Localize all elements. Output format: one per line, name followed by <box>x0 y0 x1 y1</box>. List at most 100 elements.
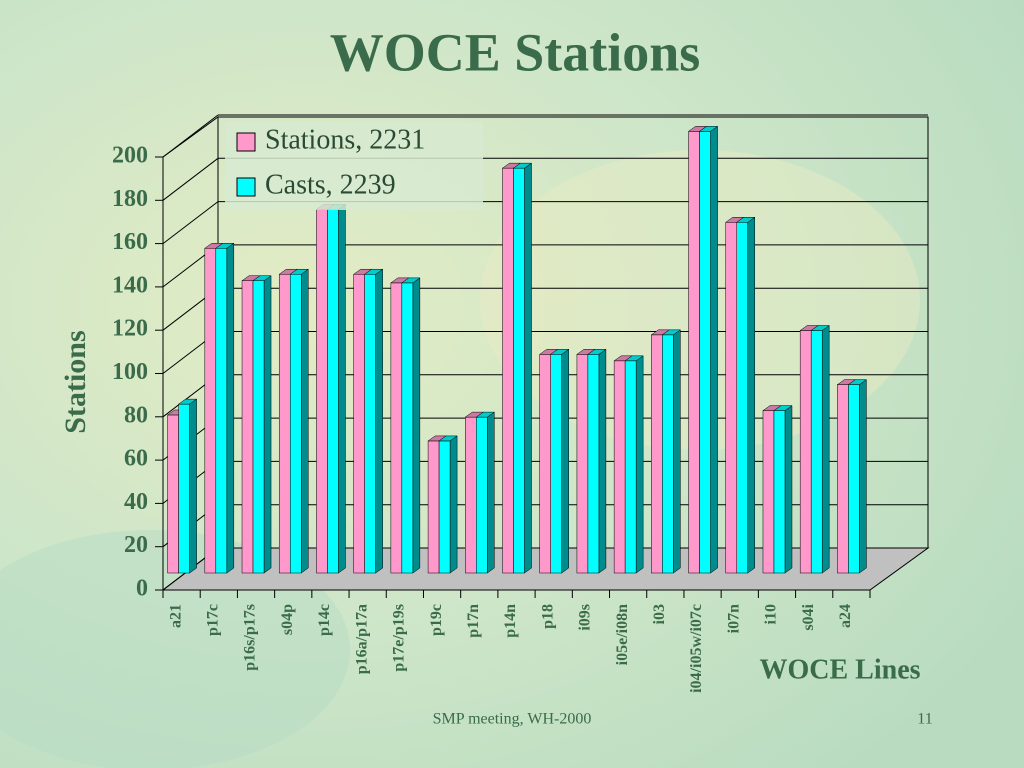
bar-front <box>513 167 525 574</box>
grid-line <box>162 157 219 201</box>
bar-side-shade <box>636 355 644 573</box>
bar-side-shade <box>189 399 197 573</box>
x-axis-label: WOCE Lines <box>759 654 920 685</box>
bar-top-shade <box>279 269 298 275</box>
bar <box>326 203 347 574</box>
bar-front <box>699 131 711 574</box>
bar-front <box>289 273 302 574</box>
bar-top-shade <box>253 275 272 281</box>
bar-top-shade <box>178 399 197 405</box>
bar-top <box>177 398 198 405</box>
bar-front <box>353 273 365 574</box>
footer: SMP meeting, WH-2000 <box>433 711 592 728</box>
bar <box>363 268 384 574</box>
bar-top-shade <box>762 405 781 411</box>
bar-top-shade <box>625 355 644 361</box>
bar-side-shade <box>412 277 420 573</box>
bar-top <box>624 355 644 362</box>
x-tick-label: p19c <box>428 604 445 636</box>
bar <box>252 275 272 574</box>
bar-top-shade <box>215 243 234 249</box>
bar-side-shade <box>375 269 383 573</box>
bar-top-shade <box>651 329 670 335</box>
bar-top-shade <box>736 217 755 223</box>
bar <box>512 162 533 574</box>
x-tick-label: p16a/p17a <box>353 604 370 674</box>
legend-swatch <box>236 177 256 197</box>
bar-side-shade <box>524 163 532 573</box>
bar-top-shade <box>364 269 383 275</box>
bar <box>587 348 607 574</box>
bar-side-shade <box>784 405 792 573</box>
bar-front <box>215 248 228 574</box>
bar-side-shade <box>710 126 718 573</box>
y-tick-label: 60 <box>124 446 148 472</box>
y-tick-label: 200 <box>112 143 148 169</box>
bar-top <box>289 268 310 275</box>
bar-front <box>736 222 749 574</box>
bar-top <box>215 243 235 249</box>
y-tick-label: 40 <box>124 489 148 515</box>
bar-top-shade <box>576 349 595 355</box>
x-tick-label: s04p <box>279 604 296 635</box>
bar-top <box>401 277 421 284</box>
bar <box>847 379 868 574</box>
bar-top-shade <box>614 355 633 361</box>
bar-front <box>401 282 414 574</box>
bar-side-shade <box>673 329 681 573</box>
bar-front <box>316 209 328 574</box>
bar-top <box>773 405 793 411</box>
y-tick-label: 0 <box>136 576 148 602</box>
bar-top-shade <box>837 379 856 385</box>
y-tick-label: 100 <box>112 359 148 385</box>
bar <box>177 398 198 574</box>
bar-front <box>662 334 674 574</box>
x-tick-label: i04/i05w/i07c <box>688 604 705 693</box>
bar-top-shade <box>773 405 792 411</box>
y-tick-label: 140 <box>112 272 148 298</box>
x-tick-label: a21 <box>167 604 184 628</box>
bar <box>661 329 682 574</box>
bar-top-shade <box>204 243 223 249</box>
bar-top-shade <box>539 349 558 355</box>
grid-line <box>162 201 219 244</box>
bar-top <box>549 349 570 355</box>
bar-front <box>502 167 514 574</box>
x-tick-label: p17c <box>204 604 221 636</box>
bar-top-shade <box>465 412 484 418</box>
bar-top <box>661 329 682 336</box>
bar-top <box>698 126 719 132</box>
bar-front <box>438 440 451 574</box>
legend-box <box>225 122 483 210</box>
bar-front <box>799 330 812 574</box>
bar <box>624 355 644 574</box>
bar-front <box>476 416 488 574</box>
bar <box>773 405 793 574</box>
x-tick-label: p14n <box>502 604 519 638</box>
bar-side-shade <box>450 435 458 573</box>
bar-top-shade <box>502 163 521 169</box>
bar-top-shade <box>725 217 744 223</box>
x-tick-label: i07n <box>725 604 742 633</box>
x-tick-label: i09s <box>577 604 594 631</box>
bar-top-shade <box>353 269 372 275</box>
bar-top-shade <box>390 277 409 283</box>
bar <box>810 325 830 574</box>
bar-top-shade <box>401 277 420 283</box>
y-tick-label: 160 <box>112 229 148 255</box>
bar <box>549 348 570 574</box>
bar-top-shade <box>587 349 606 355</box>
bar-front <box>762 410 775 574</box>
x-tick-label: p17n <box>465 604 482 638</box>
bar-top-shade <box>290 269 309 275</box>
bar-top-shade <box>428 435 447 441</box>
bar <box>475 411 496 574</box>
bar-front <box>390 282 403 574</box>
bar-top <box>438 435 458 442</box>
y-tick-label: 180 <box>112 186 148 212</box>
bar-side-shade <box>561 349 569 573</box>
bar-front <box>539 354 551 574</box>
x-tick-label: i05e/i08n <box>614 604 631 665</box>
